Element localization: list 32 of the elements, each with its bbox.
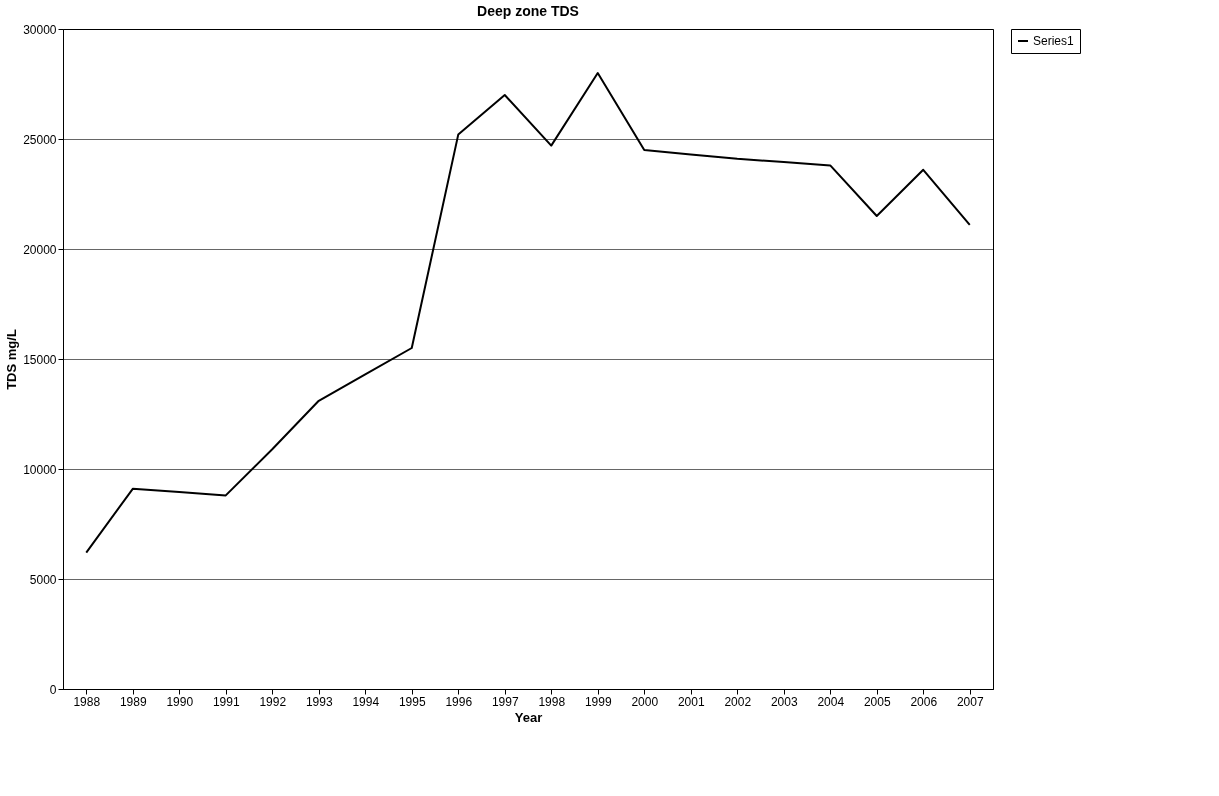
x-tick-label: 1998 [538, 694, 566, 709]
x-tick-label: 1995 [398, 694, 426, 709]
x-tick-label: 2004 [817, 694, 845, 709]
x-tick-label: 2007 [956, 694, 984, 709]
x-tick-label: 1989 [119, 694, 147, 709]
x-tick-label: 1994 [352, 694, 380, 709]
x-tick-label: 1997 [491, 694, 519, 709]
y-tick-label: 5000 [29, 572, 57, 587]
chart-title: Deep zone TDS [477, 3, 579, 19]
x-tick-label: 1999 [584, 694, 612, 709]
x-tick-label: 2001 [677, 694, 705, 709]
y-tick-label: 10000 [23, 462, 57, 477]
line-series [85, 72, 971, 554]
y-tick-label: 15000 [23, 352, 57, 367]
x-axis-title: Year [514, 709, 543, 725]
x-tick-label: 2005 [863, 694, 891, 709]
x-tick-label: 2002 [724, 694, 752, 709]
x-tick-label: 1990 [166, 694, 194, 709]
y-tick-label: 25000 [23, 132, 57, 147]
x-tick-label: 2003 [770, 694, 798, 709]
x-tick-label: 1988 [73, 694, 101, 709]
x-tick-label: 1992 [259, 694, 287, 709]
x-tick-label: 2000 [631, 694, 659, 709]
x-tick-label: 1996 [445, 694, 473, 709]
x-tick-label: 2006 [910, 694, 938, 709]
legend-label: Series1 [1033, 34, 1075, 48]
y-tick-label: 20000 [23, 242, 57, 257]
y-tick-label: 0 [49, 682, 57, 697]
x-tick-label: 1993 [305, 694, 333, 709]
y-axis-title: TDS mg/L [4, 329, 20, 390]
y-tick-label: 30000 [23, 22, 57, 37]
x-tick-label: 1991 [212, 694, 240, 709]
